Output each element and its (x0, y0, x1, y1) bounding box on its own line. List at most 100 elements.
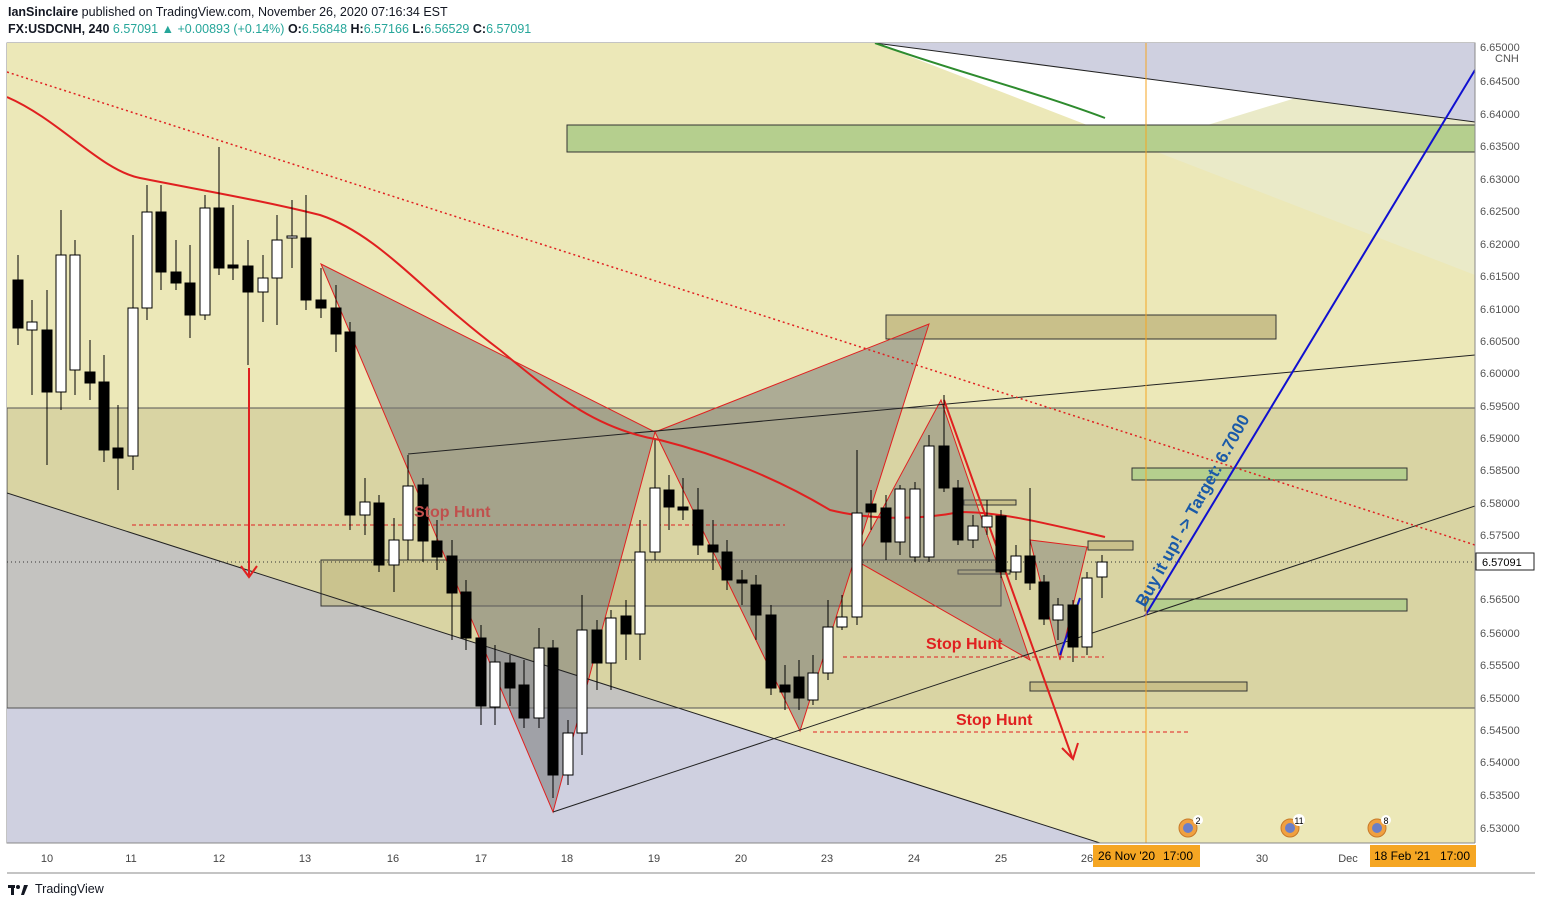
candle (765, 605, 777, 695)
candle (460, 580, 472, 650)
candle (981, 500, 993, 535)
candle (1024, 488, 1036, 590)
zone-small-2 (963, 499, 1017, 506)
time-tick-label: 18 (561, 853, 573, 865)
candle (12, 255, 24, 345)
candle (489, 645, 501, 725)
candle (344, 322, 356, 530)
candle (417, 478, 429, 562)
zone-top (566, 124, 1475, 153)
candle (923, 435, 935, 562)
candle (242, 240, 254, 365)
candle (952, 480, 964, 545)
upper-trendline (874, 43, 1475, 123)
published-text: published on TradingView.com, November 2… (81, 5, 448, 19)
candle (793, 660, 805, 710)
price-tick-label: 6.61500 (1480, 271, 1520, 283)
candle (677, 478, 689, 520)
currency-label: CNH (1495, 53, 1519, 65)
candle (330, 285, 342, 352)
candle (894, 485, 906, 555)
time-tick-label: Dec (1338, 853, 1358, 865)
candle (127, 235, 139, 470)
price-tick-label: 6.65000 (1480, 42, 1520, 54)
candle (1096, 555, 1108, 598)
high-value: 6.57166 (363, 22, 409, 36)
footer-brand[interactable]: TradingView (8, 882, 104, 896)
candle (634, 520, 646, 660)
neck-trendline (407, 354, 1475, 455)
candle (300, 195, 312, 310)
candle (518, 660, 530, 728)
candle (707, 520, 719, 570)
time-tick-label: 17 (475, 853, 487, 865)
down-arrow-2-head (1061, 742, 1079, 761)
stop-hunt-label-3: Stop Hunt (956, 712, 1033, 729)
target-line (1144, 69, 1475, 617)
price-tick-label: 6.59500 (1480, 401, 1520, 413)
current-time-hour: 17:00 (1163, 849, 1193, 863)
zone-small-3 (957, 569, 1011, 575)
price-tick-label: 6.58000 (1480, 498, 1520, 510)
event-count-2: 11 (1294, 816, 1303, 826)
chart-canvas[interactable]: Stop Hunt Stop Hunt Stop Hunt Buy it up!… (0, 0, 1542, 880)
time-axis[interactable]: 10 11 12 13 16 17 18 19 20 23 24 25 26 30 Dec 26 Nov '… (7, 842, 1535, 874)
event-icon-1[interactable]: 2 (1178, 815, 1203, 838)
candle (1081, 572, 1093, 655)
price-tick-label: 6.57500 (1480, 530, 1520, 542)
time-tick-label: 12 (213, 853, 225, 865)
candle (605, 610, 617, 690)
candle (359, 478, 371, 535)
candle (750, 575, 762, 640)
candle (431, 520, 443, 570)
event-icon-3[interactable]: 8 (1367, 815, 1391, 838)
candle (822, 600, 834, 680)
price-tick-label: 6.63500 (1480, 141, 1520, 153)
candle (663, 475, 675, 530)
rising-trendline (552, 505, 1475, 813)
time-tick-label: 26 (1081, 853, 1093, 865)
event-icon-2[interactable]: 11 (1280, 814, 1305, 838)
price-tick-label: 6.58500 (1480, 465, 1520, 477)
ma-red-line (7, 96, 1106, 538)
price-tick-label: 6.60500 (1480, 336, 1520, 348)
zone-right (1131, 467, 1408, 481)
candle (692, 488, 704, 555)
candle (199, 195, 211, 320)
candle (213, 147, 225, 275)
candle (388, 518, 400, 592)
last-price: 6.57091 (112, 22, 159, 36)
candle (1067, 600, 1079, 662)
candle (373, 495, 385, 572)
price-tick-label: 6.62500 (1480, 206, 1520, 218)
candle (779, 665, 791, 710)
high-label: H: (350, 22, 364, 36)
symbol-info: FX:USDCNH, 240 6.57091 ▲ +0.00893 (+0.14… (8, 22, 531, 36)
author-name[interactable]: IanSinclaire (8, 5, 79, 19)
price-axis[interactable]: CNH 6.65000 6.64500 6.64000 6.63500 6.63000 6… (1474, 42, 1535, 843)
time-tick-label: 16 (387, 853, 399, 865)
current-price-tag (1475, 552, 1535, 571)
candle (1052, 598, 1064, 640)
time-tick-label: 20 (735, 853, 747, 865)
close-label: C: (472, 22, 487, 36)
time-tick-label: 13 (299, 853, 311, 865)
time-tick-label: 23 (821, 853, 833, 865)
candle (402, 455, 414, 560)
time-tick-label: 30 (1256, 853, 1268, 865)
future-time-hour: 17:00 (1440, 849, 1470, 863)
price-tick-label: 6.55500 (1480, 660, 1520, 672)
candle (257, 255, 269, 322)
stop-hunt-label-2: Stop Hunt (926, 636, 1003, 653)
price-tick-label: 6.63000 (1480, 174, 1520, 186)
candle (170, 240, 182, 290)
current-time-date: 26 Nov '20 (1098, 849, 1155, 863)
candle (938, 395, 950, 492)
candle (807, 655, 819, 705)
candle (576, 595, 588, 755)
current-price-value: 6.57091 (1482, 557, 1522, 569)
zone-support (320, 559, 1002, 607)
zone-low (1029, 681, 1248, 692)
time-tick-label: 25 (995, 853, 1007, 865)
candle (26, 300, 38, 395)
